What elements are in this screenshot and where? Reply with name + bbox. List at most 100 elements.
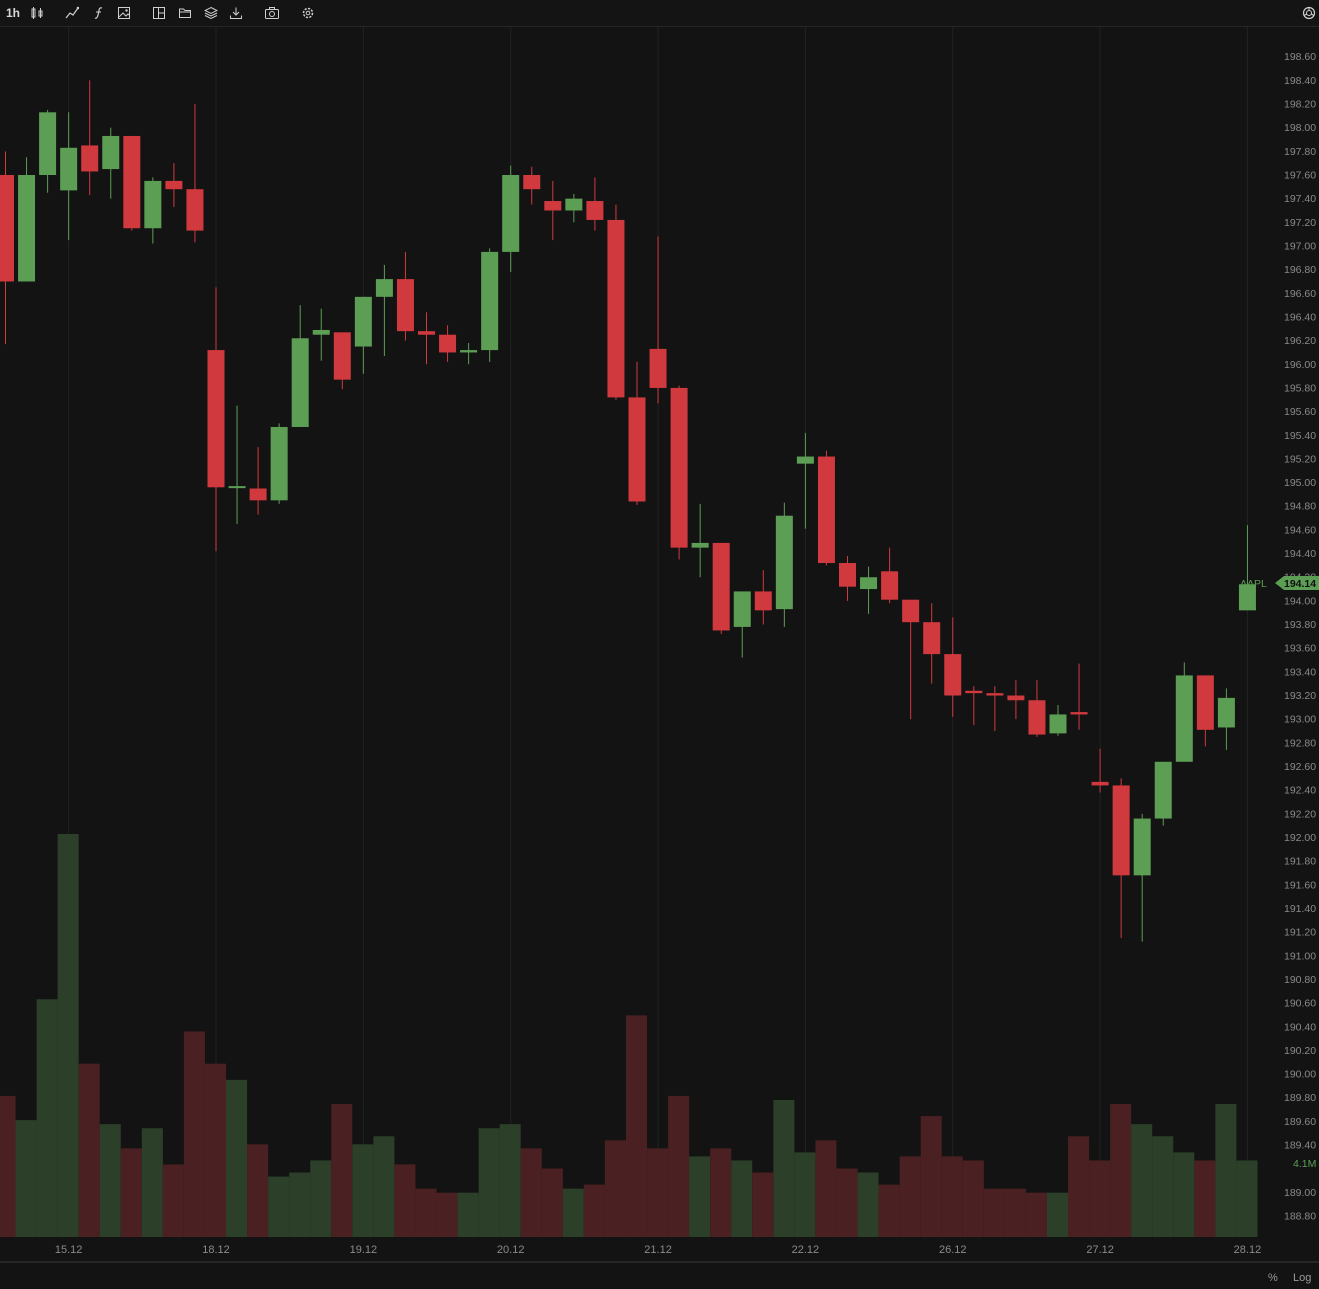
y-tick-label: 197.60 [1284, 170, 1316, 182]
candle-body [123, 135, 141, 229]
volume-bar [794, 1152, 816, 1237]
candle-body [1070, 712, 1088, 715]
volume-bar [1194, 1160, 1216, 1237]
volume-bar [1004, 1188, 1026, 1237]
y-tick-label: 190.40 [1284, 1021, 1316, 1033]
function-icon[interactable] [91, 3, 107, 22]
last-price-label: 194.14 [1284, 578, 1316, 590]
log-scale-toggle[interactable]: Log [1293, 1272, 1312, 1284]
volume-bar [562, 1188, 584, 1237]
symbol-label: AAPL [1240, 578, 1267, 590]
volume-bar [331, 1104, 353, 1237]
y-tick-label: 191.60 [1284, 879, 1316, 891]
candle-body [18, 175, 36, 282]
line-drawing-icon[interactable] [64, 3, 80, 22]
price-axis[interactable]: 198.60 198.40 198.20 198.00 197.80 197.60 197.… [1284, 51, 1316, 1222]
layers-icon[interactable] [203, 3, 219, 22]
last-price-marker: 194.14 AAPL 4.1M [1240, 576, 1319, 1170]
candle-body [418, 331, 435, 335]
candle-body [165, 180, 183, 190]
y-tick-label: 194.00 [1284, 595, 1316, 607]
volume-bar [1215, 1104, 1237, 1237]
volume-bar [247, 1144, 269, 1237]
volume-bar [499, 1124, 521, 1237]
volume-bar [857, 1172, 879, 1237]
volume-bar [668, 1095, 690, 1237]
volume-bar [1131, 1124, 1153, 1237]
y-tick-label: 190.20 [1284, 1045, 1316, 1057]
y-tick-label: 196.80 [1284, 264, 1316, 276]
candle-body [817, 456, 835, 564]
candle-body [670, 387, 688, 548]
candle-body [860, 577, 878, 590]
candle-body [881, 571, 899, 600]
volume-bar [78, 1063, 100, 1237]
layout-icon[interactable] [151, 3, 167, 22]
y-tick-label: 197.80 [1284, 146, 1316, 158]
candle-body [1196, 675, 1214, 730]
y-tick-label: 196.60 [1284, 288, 1316, 300]
y-tick-label: 197.40 [1284, 193, 1316, 205]
volume-bar [752, 1172, 774, 1237]
candles-icon[interactable] [29, 3, 45, 22]
y-tick-label: 193.60 [1284, 643, 1316, 655]
x-tick-label: 21.12 [644, 1244, 672, 1256]
candle-body [39, 112, 57, 175]
y-tick-label: 190.80 [1284, 974, 1316, 986]
volume-bar [520, 1148, 542, 1237]
download-icon[interactable] [228, 3, 244, 22]
candle-body [544, 201, 562, 211]
time-axis[interactable]: 15.12 18.12 19.12 20.12 21.12 22.12 26.12 27.12… [0, 1244, 1319, 1262]
timeframe-button[interactable]: 1h [5, 5, 20, 20]
candle-body [1217, 697, 1235, 728]
camera-icon[interactable] [263, 3, 281, 22]
folder-icon[interactable] [177, 3, 193, 22]
image-icon[interactable] [116, 3, 132, 22]
volume-bar [983, 1188, 1005, 1237]
y-tick-label: 189.80 [1284, 1092, 1316, 1104]
x-tick-label: 15.12 [55, 1244, 83, 1256]
chart-toolbar: 1h [0, 0, 1319, 27]
volume-bar [941, 1156, 963, 1237]
volume-bar [1152, 1136, 1174, 1237]
volume-bar [436, 1192, 458, 1237]
y-tick-label: 190.60 [1284, 998, 1316, 1010]
volume-bar [583, 1184, 605, 1237]
y-tick-label: 189.00 [1284, 1187, 1316, 1199]
y-tick-label: 198.60 [1284, 51, 1316, 63]
candle-body [1028, 700, 1046, 735]
volume-bar [1236, 1160, 1258, 1237]
volume-bar [373, 1136, 395, 1237]
y-tick-label: 197.20 [1284, 217, 1316, 229]
y-tick-label: 192.40 [1284, 785, 1316, 797]
y-tick-label: 188.80 [1284, 1211, 1316, 1223]
volume-bar [878, 1184, 900, 1237]
settings-icon[interactable] [300, 3, 316, 22]
volume-bar [141, 1128, 163, 1237]
percent-scale-toggle[interactable]: % [1268, 1272, 1278, 1284]
volume-bar [120, 1148, 142, 1237]
candle-body [607, 219, 625, 398]
y-tick-label: 196.20 [1284, 335, 1316, 347]
volume-bar [1110, 1104, 1132, 1237]
volume-bar [1068, 1136, 1090, 1237]
y-tick-label: 191.20 [1284, 927, 1316, 939]
candle-body [439, 334, 457, 353]
y-tick-label: 193.80 [1284, 619, 1316, 631]
volume-bar [457, 1192, 479, 1237]
candle-body [460, 350, 478, 353]
candle-body [1091, 781, 1109, 786]
candle-body [1112, 785, 1130, 876]
candle-body [944, 654, 962, 696]
candle-body [502, 175, 520, 252]
y-tick-label: 198.40 [1284, 75, 1316, 87]
volume-bar [394, 1164, 416, 1237]
candle-body [60, 147, 78, 191]
y-tick-label: 191.80 [1284, 856, 1316, 868]
volume-axis-label: 4.1M [1293, 1158, 1316, 1170]
volume-bar [1046, 1192, 1069, 1237]
x-tick-label: 19.12 [350, 1244, 378, 1256]
candle-body [207, 350, 225, 488]
openai-icon[interactable] [1301, 3, 1317, 22]
